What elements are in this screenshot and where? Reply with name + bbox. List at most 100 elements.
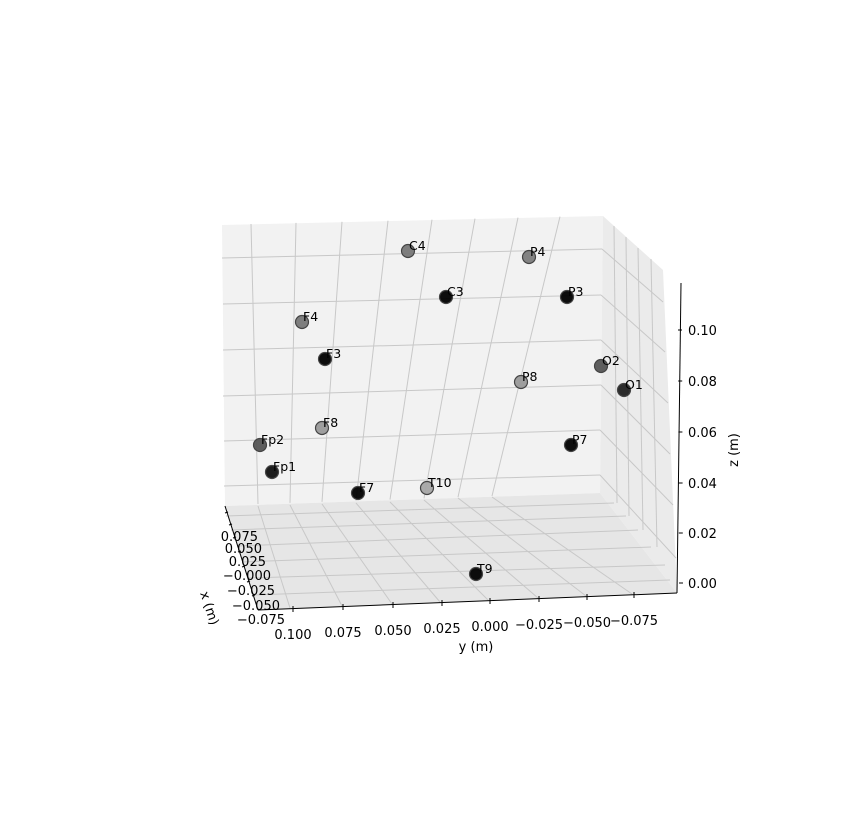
grid-line [257,505,291,609]
x-tick [251,594,256,597]
electrode-marker [419,480,435,496]
x-tick-label: −0.075 [237,613,285,628]
grid-line [423,218,476,499]
grid-line [650,258,658,548]
side-pane [600,216,677,593]
z-tick-label: 0.04 [688,477,717,492]
grid-line [599,429,674,506]
x-tick [237,550,242,553]
y-tick-label: 0.025 [423,622,460,637]
y-tick-label: −0.075 [610,614,658,629]
electrode-marker [314,420,330,436]
axes: 0.0750.0500.025−0.000−0.025−0.050−0.075x… [196,282,742,655]
grid-line [230,515,627,531]
grid-line [599,474,677,559]
electrode-marker [468,566,484,582]
grid-line [223,474,601,487]
x-tick-label: 0.050 [225,542,262,557]
electrode-label: T9 [476,561,493,576]
x-tick [232,536,237,539]
grid-line [600,384,671,455]
grid-line [321,503,393,605]
grid-line [222,339,602,351]
grid-line [637,247,644,531]
y-axis-label: y (m) [459,640,494,655]
grid-line [289,504,343,607]
electrode-marker [400,243,416,259]
electrode-label: C3 [447,284,464,299]
floor-pane [225,493,677,610]
grid-line [247,564,666,579]
grid-line [625,236,630,517]
electrode-marker [521,249,537,265]
grid-line [289,222,297,503]
back-pane [222,216,603,506]
grid-line [457,497,587,597]
grid-line [250,223,259,505]
electrode-label: P7 [572,432,588,447]
electrode-label: F8 [323,415,338,430]
grid-line [225,502,615,517]
grid-line [222,294,602,305]
grid-line [423,499,539,599]
electrode-marker [438,289,454,305]
electrode-marker [616,382,632,398]
electrode-marker [559,289,575,305]
electrode-label: F4 [303,309,318,324]
y-tick-label: 0.050 [374,624,411,639]
electrode-label: Fp2 [261,432,284,447]
y-tick-label: −0.050 [563,616,611,631]
x-tick-label: 0.075 [221,530,258,545]
grid-line [601,248,664,303]
electrode-marker [294,314,310,330]
grid-line [355,502,441,603]
electrode-label: P8 [522,369,538,384]
electrode-label: F3 [326,346,341,361]
x-axis-line [224,505,259,611]
grid-line [613,225,618,504]
y-axis-line [257,592,678,611]
x-tick [224,511,229,514]
grid-line [253,579,671,596]
electrode-label: P4 [530,244,546,259]
z-tick-label: 0.00 [688,577,717,592]
electrode-label: T10 [427,475,452,490]
z-tick-label: 0.06 [688,426,717,441]
z-tick-label: 0.10 [688,324,717,339]
electrode-marker [252,437,268,453]
electrode-label: C4 [409,238,426,253]
grid-line [389,219,433,500]
z-axis-label: z (m) [727,433,742,467]
grid-line [457,217,519,498]
grid-line [600,294,666,353]
z-tick-label: 0.08 [688,375,717,390]
grid-line [355,220,389,501]
points-layer: C4 P4 C3 P3 F4 F3 O2 P8 O1 Fp2 F8 P7 Fp1 F7 T10 T9 [252,238,643,582]
z-axis-line [676,282,682,594]
grid-line [222,384,602,397]
grid-line [491,496,633,595]
x-tick-label: 0.025 [229,555,266,570]
electrode-label: Fp1 [273,459,296,474]
x-tick-label: −0.050 [232,599,280,614]
electrode-label: P3 [568,284,584,299]
x-tick [246,580,251,583]
electrode-label: O1 [625,377,643,392]
grid-line [600,339,669,404]
x-tick-label: −0.025 [227,584,275,599]
y-tick-label: 0.000 [471,620,508,635]
grid-line [236,529,639,547]
electrode-marker [593,358,609,374]
grid-line [223,429,601,442]
grid-line [389,501,489,601]
grid-line [241,546,652,563]
electrode-label: O2 [602,353,620,368]
y-tick-label: −0.025 [515,618,563,633]
y-tick-label: 0.075 [324,626,361,641]
x-tick [228,523,233,526]
electrode-marker [317,351,333,367]
grid-line [491,216,561,497]
electrode-marker [264,464,280,480]
x-tick [241,565,246,568]
